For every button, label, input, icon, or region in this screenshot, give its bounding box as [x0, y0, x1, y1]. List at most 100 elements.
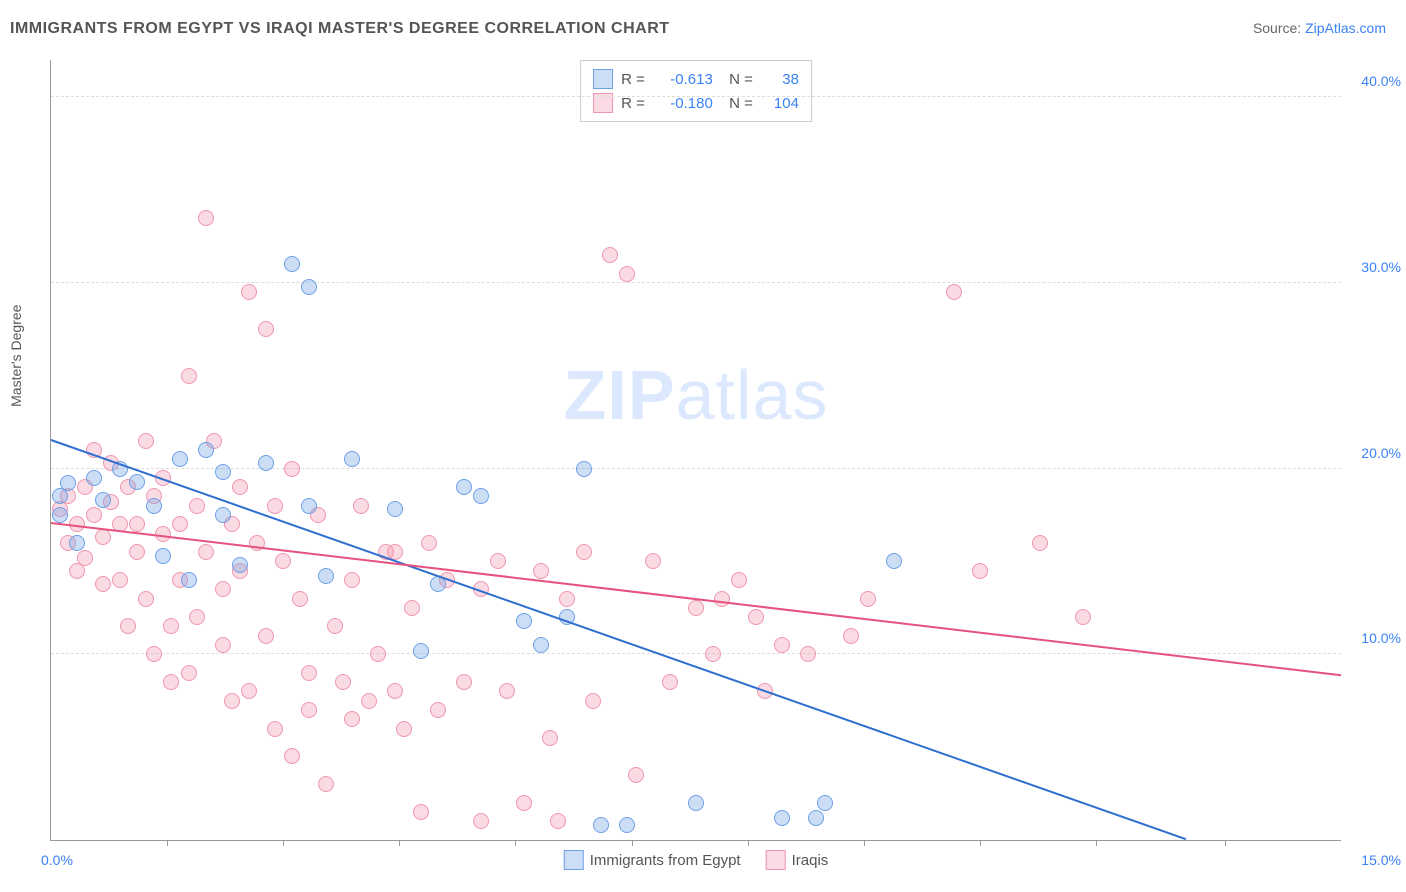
data-point — [275, 553, 291, 569]
gridline — [51, 282, 1341, 283]
data-point — [163, 674, 179, 690]
data-point — [301, 498, 317, 514]
data-point — [843, 628, 859, 644]
data-point — [241, 683, 257, 699]
data-point — [748, 609, 764, 625]
data-point — [241, 284, 257, 300]
x-tick — [748, 840, 749, 846]
data-point — [946, 284, 962, 300]
data-point — [129, 544, 145, 560]
data-point — [172, 516, 188, 532]
data-point — [198, 544, 214, 560]
data-point — [52, 507, 68, 523]
x-tick — [399, 840, 400, 846]
x-tick — [632, 840, 633, 846]
y-tick-label: 30.0% — [1361, 259, 1401, 275]
y-tick-label: 20.0% — [1361, 445, 1401, 461]
legend-r-label: R = — [621, 71, 645, 88]
legend-swatch — [766, 850, 786, 870]
data-point — [688, 600, 704, 616]
data-point — [172, 451, 188, 467]
data-point — [284, 256, 300, 272]
data-point — [576, 544, 592, 560]
data-point — [361, 693, 377, 709]
scatter-chart: ZIPatlas Master's Degree 0.0% 15.0% R =-… — [50, 60, 1341, 841]
data-point — [516, 613, 532, 629]
legend-swatch — [564, 850, 584, 870]
data-point — [146, 646, 162, 662]
watermark: ZIPatlas — [564, 355, 829, 435]
data-point — [138, 433, 154, 449]
data-point — [619, 817, 635, 833]
page-title: IMMIGRANTS FROM EGYPT VS IRAQI MASTER'S … — [10, 20, 670, 38]
data-point — [129, 474, 145, 490]
y-axis-title: Master's Degree — [8, 305, 24, 407]
data-point — [189, 609, 205, 625]
legend-label: Immigrants from Egypt — [590, 852, 741, 869]
legend-row: R =-0.613 N =38 — [593, 67, 799, 91]
data-point — [120, 618, 136, 634]
data-point — [258, 321, 274, 337]
data-point — [550, 813, 566, 829]
data-point — [215, 637, 231, 653]
data-point — [189, 498, 205, 514]
data-point — [430, 702, 446, 718]
x-tick — [1096, 840, 1097, 846]
data-point — [817, 795, 833, 811]
data-point — [215, 581, 231, 597]
data-point — [232, 557, 248, 573]
data-point — [370, 646, 386, 662]
data-point — [95, 492, 111, 508]
data-point — [774, 637, 790, 653]
data-point — [1075, 609, 1091, 625]
data-point — [284, 461, 300, 477]
data-point — [800, 646, 816, 662]
x-tick — [283, 840, 284, 846]
data-point — [258, 455, 274, 471]
source-link[interactable]: ZipAtlas.com — [1305, 20, 1386, 36]
data-point — [215, 507, 231, 523]
data-point — [301, 702, 317, 718]
data-point — [731, 572, 747, 588]
data-point — [404, 600, 420, 616]
data-point — [662, 674, 678, 690]
x-axis-max-label: 15.0% — [1361, 852, 1401, 868]
data-point — [688, 795, 704, 811]
data-point — [284, 748, 300, 764]
data-point — [516, 795, 532, 811]
data-point — [301, 279, 317, 295]
data-point — [456, 674, 472, 690]
data-point — [714, 591, 730, 607]
data-point — [146, 498, 162, 514]
data-point — [267, 721, 283, 737]
data-point — [542, 730, 558, 746]
data-point — [95, 529, 111, 545]
data-point — [619, 266, 635, 282]
data-point — [129, 516, 145, 532]
data-point — [318, 776, 334, 792]
data-point — [344, 711, 360, 727]
data-point — [533, 637, 549, 653]
data-point — [267, 498, 283, 514]
correlation-legend: R =-0.613 N =38R =-0.180 N =104 — [580, 60, 812, 122]
data-point — [1032, 535, 1048, 551]
data-point — [95, 576, 111, 592]
data-point — [344, 451, 360, 467]
data-point — [318, 568, 334, 584]
data-point — [138, 591, 154, 607]
data-point — [387, 683, 403, 699]
data-point — [181, 665, 197, 681]
data-point — [473, 813, 489, 829]
x-tick — [864, 840, 865, 846]
x-tick — [980, 840, 981, 846]
data-point — [774, 810, 790, 826]
data-point — [301, 665, 317, 681]
data-point — [576, 461, 592, 477]
data-point — [705, 646, 721, 662]
x-tick — [515, 840, 516, 846]
data-point — [387, 501, 403, 517]
data-point — [353, 498, 369, 514]
legend-n-label: N = — [721, 71, 753, 88]
data-point — [860, 591, 876, 607]
data-point — [232, 479, 248, 495]
